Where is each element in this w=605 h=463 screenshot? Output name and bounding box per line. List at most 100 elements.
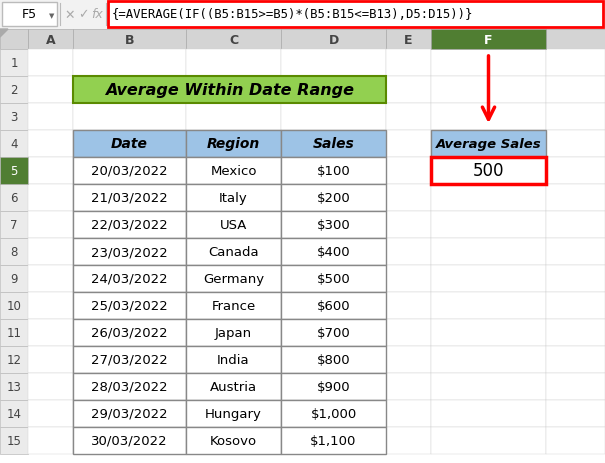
Bar [28,158,73,185]
Text: $1,100: $1,100 [310,434,357,447]
Text: 27/03/2022: 27/03/2022 [91,353,168,366]
Bar [431,265,546,292]
Bar [186,400,281,427]
Bar [28,77,73,104]
Text: 26/03/2022: 26/03/2022 [91,326,168,339]
Text: 14: 14 [7,407,22,420]
Bar [386,400,431,427]
Text: 30/03/2022: 30/03/2022 [91,434,168,447]
Text: 2: 2 [10,84,18,97]
Text: 13: 13 [7,380,21,393]
Bar [73,77,386,104]
Bar [73,30,186,50]
Bar [431,30,546,50]
Bar [73,373,186,400]
Text: Austria: Austria [210,380,257,393]
Bar [28,185,73,212]
Bar [546,131,605,158]
Bar [431,77,546,104]
Bar [186,131,281,158]
Bar [281,158,386,185]
Text: Japan: Japan [215,326,252,339]
Bar [386,30,431,50]
Bar [431,319,546,346]
Bar [386,238,431,265]
Bar [28,373,73,400]
Text: 9: 9 [10,272,18,285]
Bar [186,50,281,77]
Bar [2,3,57,27]
Text: India: India [217,353,250,366]
Bar [0,30,28,50]
Bar [0,50,28,77]
Bar [186,319,281,346]
Text: {=AVERAGE(IF((B5:B15>=B5)*(B5:B15<=B13),D5:D15))}: {=AVERAGE(IF((B5:B15>=B5)*(B5:B15<=B13),… [112,8,473,21]
Text: Canada: Canada [208,245,259,258]
Bar [546,373,605,400]
Text: Italy: Italy [219,192,248,205]
Bar [0,158,28,185]
Bar [73,265,186,292]
Bar [546,265,605,292]
Text: 29/03/2022: 29/03/2022 [91,407,168,420]
Bar [386,77,431,104]
Bar [0,185,28,212]
Text: USA: USA [220,219,247,232]
Bar [73,104,186,131]
Text: ✓: ✓ [78,8,88,21]
Text: $100: $100 [316,165,350,178]
Text: 7: 7 [10,219,18,232]
Bar [431,292,546,319]
Bar [0,373,28,400]
Bar [281,346,386,373]
Bar [28,212,73,238]
Bar [28,400,73,427]
Bar [431,427,546,454]
Bar [186,427,281,454]
Bar [28,30,73,50]
Bar [186,346,281,373]
Bar [281,185,386,212]
Bar [431,30,546,50]
Bar [73,400,186,427]
Bar [186,292,281,319]
Bar [186,238,281,265]
Bar [546,292,605,319]
Bar [73,158,186,185]
Bar [0,265,28,292]
Bar [546,212,605,238]
Text: 3: 3 [10,111,18,124]
Bar [73,427,186,454]
Bar [28,427,73,454]
Bar [281,400,386,427]
Bar [73,319,186,346]
Text: 15: 15 [7,434,21,447]
Bar [0,212,28,238]
Bar [281,373,386,400]
Bar [28,131,73,158]
Text: fx: fx [91,8,103,21]
Bar [0,238,28,265]
Bar [546,77,605,104]
Bar [186,212,281,238]
Bar [73,346,186,373]
Bar [546,104,605,131]
Text: Date: Date [111,137,148,151]
Text: $400: $400 [316,245,350,258]
Text: France: France [211,300,256,313]
Bar [546,427,605,454]
Bar [186,319,281,346]
Bar [546,238,605,265]
Bar [0,346,28,373]
Bar [73,131,186,158]
Text: 20/03/2022: 20/03/2022 [91,165,168,178]
Bar [73,346,186,373]
Bar [0,77,28,104]
Bar [431,185,546,212]
Bar [431,131,546,158]
Bar [186,346,281,373]
Bar [186,400,281,427]
Text: 10: 10 [7,300,21,313]
Bar [73,212,186,238]
Bar [281,319,386,346]
